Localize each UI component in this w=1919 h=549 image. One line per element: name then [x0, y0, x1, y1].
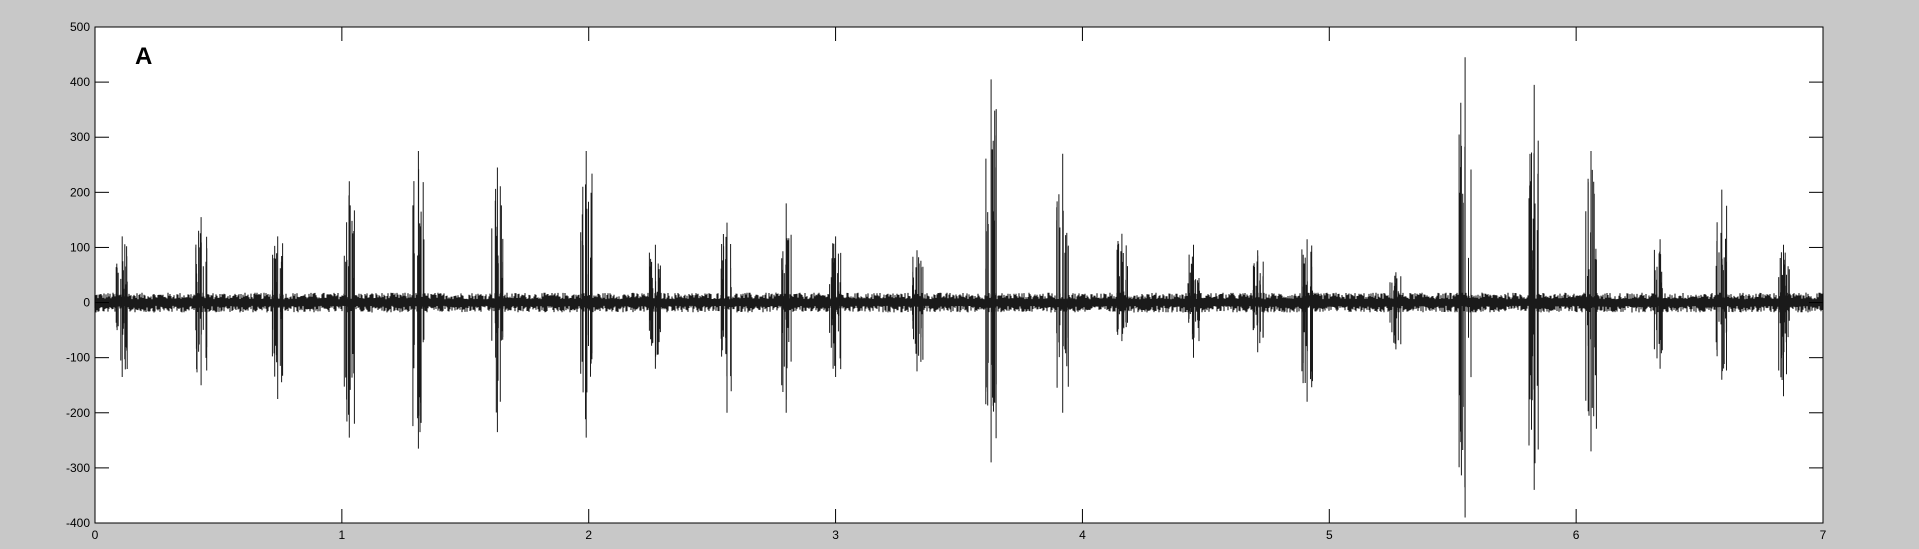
spike-13: [985, 79, 997, 463]
spike-7: [580, 151, 593, 438]
spike-20: [1458, 57, 1472, 518]
y-tick-label: 400: [70, 75, 90, 89]
y-tick-label: 200: [70, 185, 90, 199]
x-tick-label: 2: [585, 528, 592, 542]
x-tick-label: 6: [1573, 528, 1580, 542]
spike-12: [912, 250, 924, 372]
y-tick-label: -300: [66, 461, 90, 475]
spike-25: [1778, 244, 1790, 397]
spike-1: [115, 236, 128, 377]
x-tick-label: 4: [1079, 528, 1086, 542]
y-tick-label: 0: [83, 296, 90, 310]
spike-3: [271, 236, 284, 399]
spike-4: [343, 181, 355, 438]
spike-6: [491, 167, 504, 433]
spike-21: [1528, 84, 1539, 490]
spike-17: [1252, 250, 1264, 353]
spike-11: [829, 236, 842, 377]
y-tick-label: -100: [66, 351, 90, 365]
spike-10: [781, 203, 792, 413]
spike-23: [1653, 239, 1663, 369]
x-tick-label: 0: [92, 528, 99, 542]
y-tick-label: 100: [70, 240, 90, 254]
spike-9: [720, 222, 732, 413]
y-tick-label: -400: [66, 516, 90, 530]
spike-15: [1116, 233, 1128, 342]
spike-14: [1056, 153, 1069, 413]
spike-2: [195, 217, 208, 386]
spike-24: [1715, 189, 1728, 380]
axis-ticks: 0 1 2 3 4 5 6 7 -400 -300 -200 -100 0 100 200 300 400 500: [66, 20, 1827, 542]
spike-19: [1389, 272, 1402, 350]
x-tick-label: 7: [1820, 528, 1827, 542]
plot-frame: [94, 26, 1824, 524]
x-tick-label: 3: [832, 528, 839, 542]
y-tick-label: 300: [70, 130, 90, 144]
spike-18: [1301, 239, 1313, 402]
y-tick-label: -200: [66, 406, 90, 420]
panel-label: A: [135, 43, 152, 70]
spike-22: [1585, 151, 1597, 452]
spike-16: [1187, 244, 1200, 358]
spike-5: [412, 151, 425, 449]
x-tick-label: 5: [1326, 528, 1333, 542]
spike-8: [648, 244, 661, 369]
y-tick-label: 500: [70, 20, 90, 34]
signal-trace: [94, 57, 1824, 518]
x-tick-label: 1: [339, 528, 346, 542]
